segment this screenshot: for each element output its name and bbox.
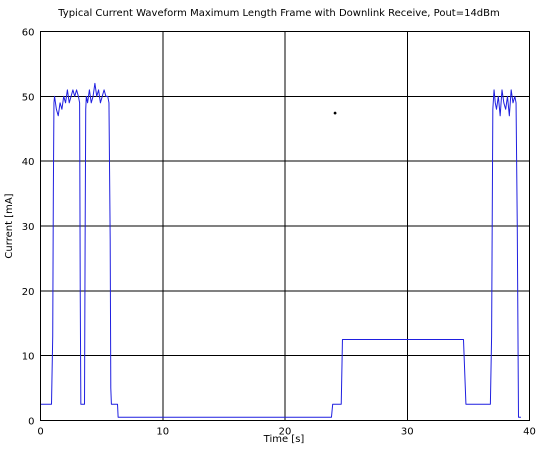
x-tick-label: 30 — [401, 427, 414, 438]
series-layer — [40, 82, 521, 418]
x-tick-label: 0 — [37, 427, 43, 438]
chart-title: Typical Current Waveform Maximum Length … — [57, 8, 500, 19]
y-tick-label: 0 — [28, 417, 34, 428]
annotation-dot: • — [332, 109, 338, 120]
x-tick-label: 10 — [156, 427, 169, 438]
y-tick-label: 60 — [22, 28, 35, 39]
current-series-line — [40, 82, 521, 418]
y-axis-label: Current [mA] — [4, 193, 15, 258]
y-tick-label: 20 — [22, 287, 35, 298]
x-tick-label: 40 — [523, 427, 536, 438]
grid-layer — [40, 31, 530, 421]
x-tick-label: 20 — [279, 427, 292, 438]
plot-frame — [40, 31, 530, 421]
y-tick-label: 40 — [22, 157, 35, 168]
y-tick-label: 50 — [22, 92, 35, 103]
y-tick-label: 30 — [22, 222, 35, 233]
annotation-layer: • — [332, 109, 338, 120]
tick-layer: 0 10 20 30 40 0 10 20 30 40 50 60 — [22, 28, 536, 438]
x-axis-label: Time [s] — [263, 434, 305, 445]
y-tick-label: 10 — [22, 352, 35, 363]
